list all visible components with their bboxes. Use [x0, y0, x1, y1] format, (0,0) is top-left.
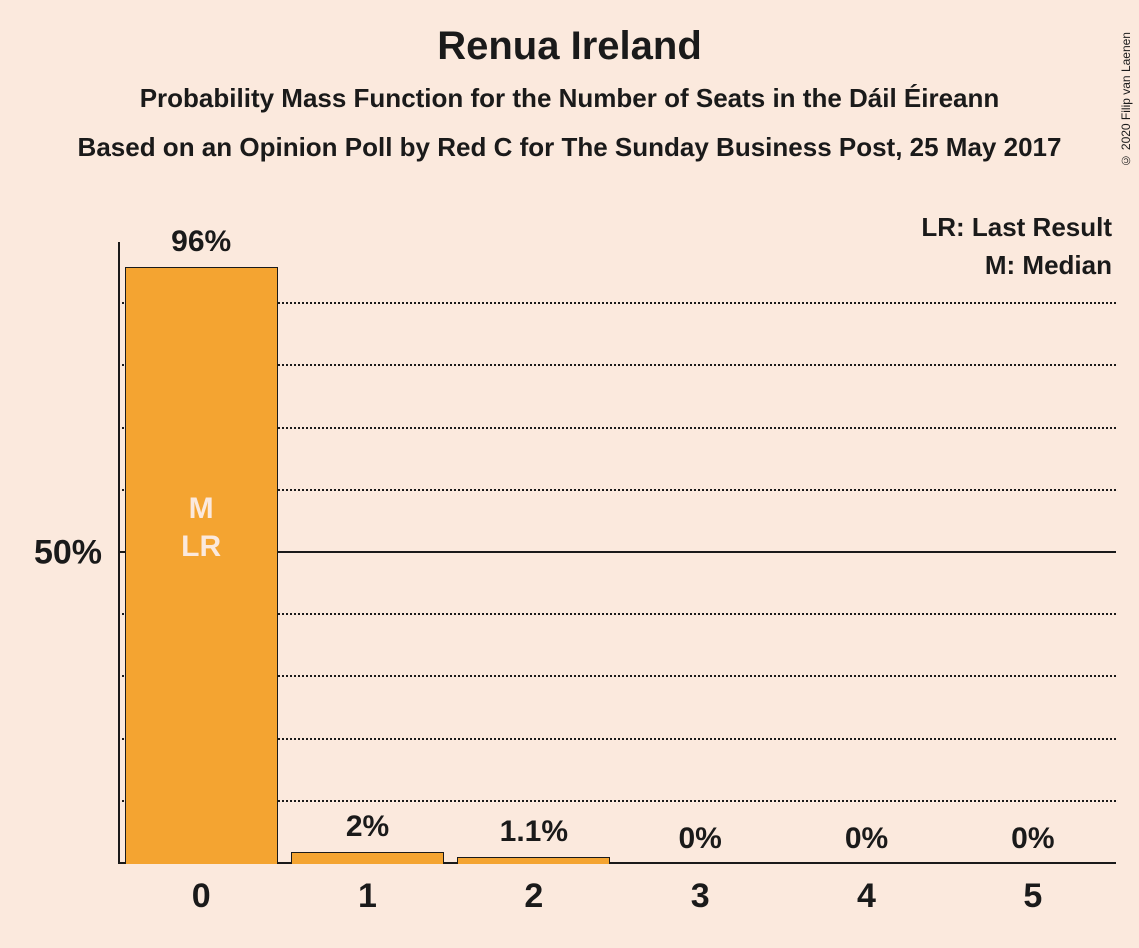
subtitle-1: Probability Mass Function for the Number… [0, 83, 1139, 114]
x-tick-label: 5 [1023, 877, 1042, 916]
bar [291, 852, 444, 864]
bar-value-label: 0% [678, 822, 721, 856]
chart-area: MLR96%2%1.1%0%0%0% 012345 50% LR: Last R… [118, 242, 1116, 864]
x-tick-label: 1 [358, 877, 377, 916]
x-tick-label: 2 [524, 877, 543, 916]
x-tick-label: 0 [192, 877, 211, 916]
bar [457, 857, 610, 864]
bar-value-label: 0% [845, 822, 888, 856]
in-bar-marker: MLR [181, 490, 221, 565]
bar-value-label: 2% [346, 810, 389, 844]
x-tick-label: 3 [691, 877, 710, 916]
bar-value-label: 96% [171, 225, 231, 259]
copyright: © 2020 Filip van Laenen [1119, 32, 1133, 167]
x-tick-label: 4 [857, 877, 876, 916]
legend-m: M: Median [985, 250, 1112, 281]
bar: MLR [125, 267, 278, 864]
bar-value-label: 1.1% [500, 815, 568, 849]
subtitle-2: Based on an Opinion Poll by Red C for Th… [0, 132, 1139, 163]
legend-lr: LR: Last Result [921, 212, 1112, 243]
bar-value-label: 0% [1011, 822, 1054, 856]
y-axis [118, 242, 120, 864]
y-tick-label: 50% [34, 534, 102, 573]
main-title: Renua Ireland [0, 24, 1139, 69]
